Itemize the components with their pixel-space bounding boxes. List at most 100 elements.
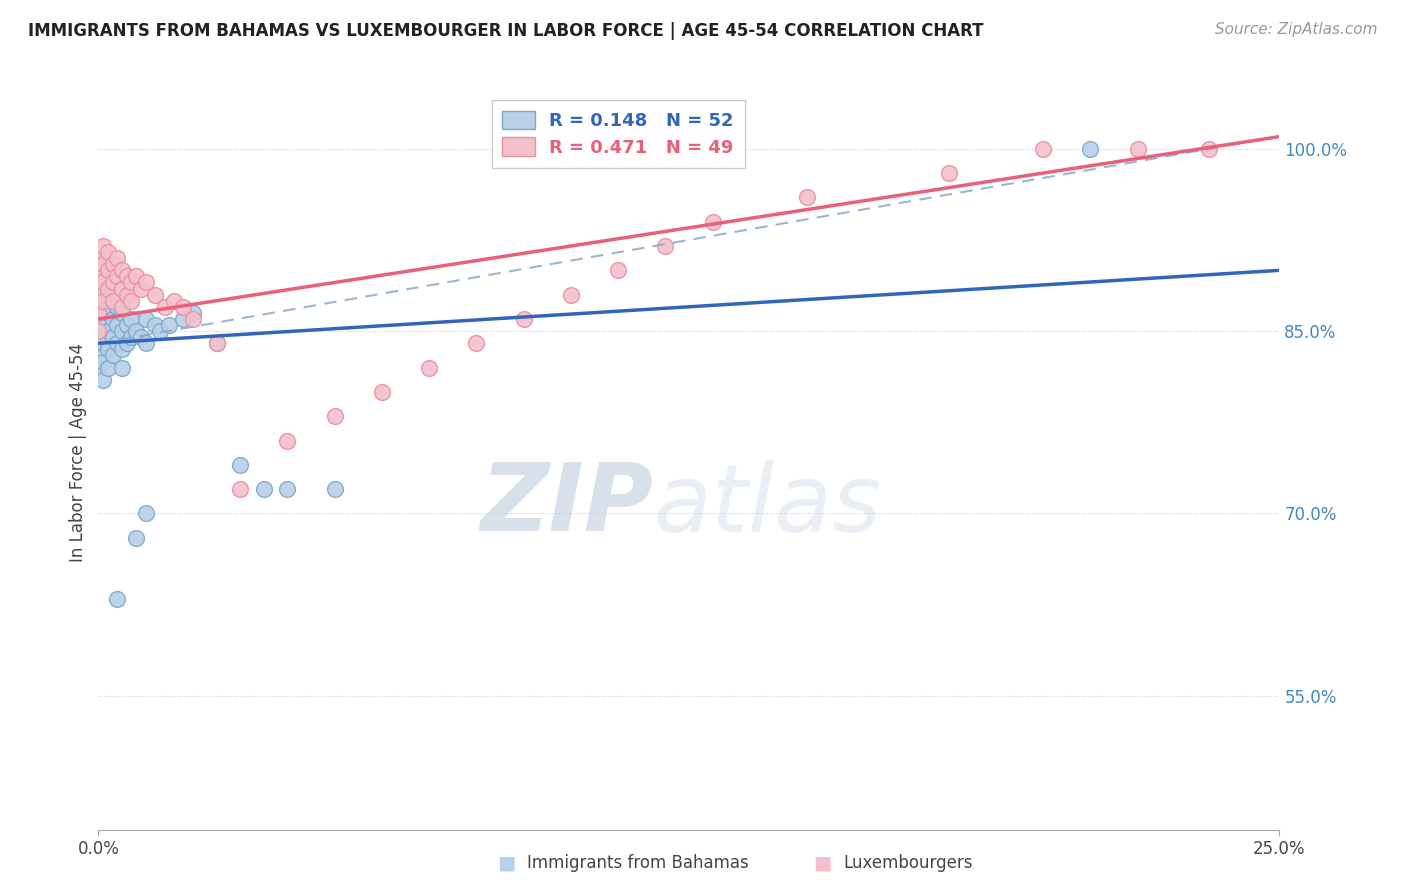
Point	[135, 507, 157, 521]
Point	[276, 434, 298, 448]
Point	[87, 324, 110, 338]
Text: ■: ■	[496, 854, 516, 872]
Point	[105, 300, 128, 314]
Point	[97, 306, 120, 320]
Point	[229, 458, 252, 472]
Point	[87, 360, 110, 375]
Point	[172, 300, 194, 314]
Point	[1126, 142, 1149, 156]
Y-axis label: In Labor Force | Age 45-54: In Labor Force | Age 45-54	[69, 343, 87, 562]
Point	[87, 269, 110, 284]
Point	[101, 276, 124, 290]
Point	[121, 293, 143, 308]
Point	[97, 245, 120, 260]
Point	[323, 482, 346, 496]
Point	[129, 330, 152, 344]
Point	[125, 269, 148, 284]
Point	[418, 360, 440, 375]
Point	[87, 336, 110, 351]
Point	[91, 318, 114, 332]
Text: atlas: atlas	[654, 460, 882, 551]
Point	[205, 336, 228, 351]
Point	[101, 257, 124, 271]
Point	[97, 343, 120, 357]
Point	[87, 348, 110, 362]
Point	[149, 324, 172, 338]
Point	[163, 293, 186, 308]
Point	[135, 312, 157, 326]
Point	[253, 482, 276, 496]
Point	[125, 531, 148, 545]
Point	[1032, 142, 1054, 156]
Text: ZIP: ZIP	[481, 459, 654, 551]
Point	[512, 312, 534, 326]
Point	[323, 409, 346, 424]
Point	[181, 312, 204, 326]
Point	[97, 263, 120, 277]
Point	[91, 257, 114, 271]
Text: Luxembourgers: Luxembourgers	[844, 855, 973, 872]
Point	[97, 324, 120, 338]
Point	[91, 373, 114, 387]
Text: Source: ZipAtlas.com: Source: ZipAtlas.com	[1215, 22, 1378, 37]
Point	[101, 293, 124, 308]
Point	[276, 482, 298, 496]
Point	[91, 287, 114, 301]
Point	[702, 215, 724, 229]
Point	[121, 330, 143, 344]
Point	[101, 330, 124, 344]
Point	[97, 287, 120, 301]
Point	[101, 293, 124, 308]
Point	[97, 360, 120, 375]
Point	[371, 384, 394, 399]
Point	[87, 276, 110, 290]
Point	[105, 591, 128, 606]
Point	[87, 287, 110, 301]
Point	[172, 312, 194, 326]
Point	[111, 343, 134, 357]
Point	[796, 190, 818, 204]
Point	[115, 336, 138, 351]
Point	[1080, 142, 1102, 156]
Point	[87, 324, 110, 338]
Point	[87, 306, 110, 320]
Point	[105, 336, 128, 351]
Point	[91, 336, 114, 351]
Point	[105, 251, 128, 265]
Point	[654, 239, 676, 253]
Point	[125, 324, 148, 338]
Point	[143, 287, 166, 301]
Point	[115, 269, 138, 284]
Point	[115, 287, 138, 301]
Point	[181, 306, 204, 320]
Text: Immigrants from Bahamas: Immigrants from Bahamas	[527, 855, 749, 872]
Point	[111, 360, 134, 375]
Point	[560, 287, 582, 301]
Point	[1198, 142, 1220, 156]
Point	[91, 239, 114, 253]
Point	[205, 336, 228, 351]
Point	[105, 318, 128, 332]
Point	[153, 300, 176, 314]
Legend: R = 0.148   N = 52, R = 0.471   N = 49: R = 0.148 N = 52, R = 0.471 N = 49	[492, 100, 745, 168]
Point	[135, 336, 157, 351]
Point	[143, 318, 166, 332]
Point	[115, 318, 138, 332]
Point	[87, 300, 110, 314]
Point	[101, 312, 124, 326]
Point	[91, 300, 114, 314]
Point	[97, 282, 120, 296]
Point	[91, 354, 114, 368]
Point	[111, 263, 134, 277]
Point	[111, 324, 134, 338]
Point	[111, 306, 134, 320]
Point	[229, 482, 252, 496]
Point	[87, 312, 110, 326]
Point	[111, 300, 134, 314]
Point	[607, 263, 630, 277]
Point	[938, 166, 960, 180]
Point	[129, 282, 152, 296]
Point	[157, 318, 180, 332]
Point	[101, 348, 124, 362]
Text: ■: ■	[813, 854, 832, 872]
